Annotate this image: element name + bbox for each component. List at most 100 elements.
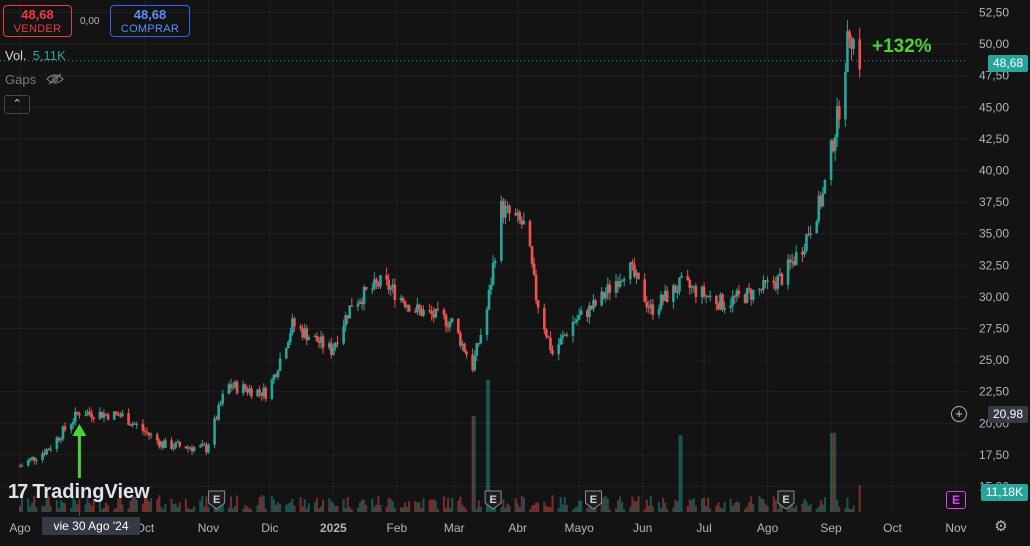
volume-bar	[660, 508, 663, 512]
volume-bar	[776, 509, 779, 512]
volume-bar	[729, 498, 732, 512]
volume-bar	[205, 495, 208, 512]
volume-bar	[817, 506, 820, 512]
candle-body	[127, 413, 130, 425]
candle-body	[418, 304, 421, 309]
volume-bar	[232, 508, 235, 512]
volume-bar	[758, 496, 761, 512]
candle-body	[743, 294, 747, 303]
candle-body	[63, 426, 67, 430]
volume-bar	[774, 500, 777, 512]
volume-bar	[391, 501, 394, 512]
candle-body	[776, 275, 780, 289]
earnings-icon[interactable]: E	[946, 491, 966, 509]
candle-body	[852, 39, 855, 49]
volume-bar	[74, 500, 77, 512]
candle-body	[565, 334, 569, 336]
candle-body	[561, 335, 565, 338]
volume-bar	[688, 499, 691, 512]
volume-bar	[678, 435, 681, 512]
volume-bar	[322, 499, 325, 512]
volume-bar	[422, 498, 425, 512]
buy-button[interactable]: 48,68 COMPRAR	[110, 5, 190, 37]
tradingview-logo[interactable]: 17 TradingView	[8, 481, 150, 504]
candle-body	[543, 307, 546, 330]
volume-bar	[629, 506, 632, 512]
candle-body	[291, 318, 294, 334]
candle-body	[385, 275, 388, 280]
candle-body	[401, 297, 405, 302]
volume-bar	[516, 503, 519, 512]
volume-bar	[531, 505, 534, 512]
candle-body	[846, 31, 849, 73]
volume-bar	[363, 500, 366, 512]
candle-body	[571, 321, 575, 336]
time-tick-label: Nov	[945, 521, 966, 535]
volume-bar	[518, 507, 521, 512]
sell-button[interactable]: 48,68 VENDER	[3, 5, 72, 37]
volume-bar	[191, 509, 194, 512]
add-plus-icon[interactable]: +	[951, 406, 967, 422]
volume-bar	[262, 496, 265, 512]
candle-body	[704, 295, 708, 297]
candle-body	[45, 449, 48, 455]
volume-bar	[823, 496, 826, 512]
candle-body	[315, 335, 319, 342]
earnings-marker-label: E	[489, 494, 496, 506]
candle-body	[55, 437, 59, 449]
candle-body	[780, 273, 784, 285]
candle-body	[358, 301, 362, 304]
gaps-label: Gaps	[5, 72, 37, 87]
candle-body	[198, 445, 202, 448]
volume-bar	[203, 506, 206, 512]
candle-body	[706, 295, 710, 297]
candle-body	[129, 424, 132, 426]
candle-body	[635, 272, 638, 277]
collapse-legend-button[interactable]: ⌃	[4, 95, 30, 114]
candle-body	[831, 140, 835, 152]
volume-bar	[148, 501, 151, 512]
volume-bar	[31, 502, 34, 512]
volume-bar	[764, 503, 767, 512]
candle-body	[663, 290, 667, 301]
volume-bar	[703, 497, 706, 512]
candle-body	[618, 281, 622, 287]
time-tick-label: Dic	[261, 521, 278, 535]
candle-body	[815, 221, 819, 234]
volume-bar	[78, 498, 81, 512]
candle-body	[393, 284, 397, 301]
candle-body	[20, 465, 24, 467]
eye-hidden-icon[interactable]	[45, 73, 64, 85]
candle-body	[387, 279, 390, 290]
volume-bar	[709, 508, 712, 512]
time-tick-label: Ago	[9, 521, 31, 535]
volume-bar	[432, 499, 435, 512]
candle-body	[719, 294, 722, 310]
candle-body	[274, 374, 278, 377]
candle-body	[690, 286, 694, 288]
candle-body	[563, 334, 567, 336]
candle-body	[645, 301, 649, 308]
gaps-legend[interactable]: Gaps	[5, 72, 64, 87]
volume-bar	[86, 495, 89, 512]
logo-text: TradingView	[32, 481, 150, 503]
volume-bar	[385, 506, 388, 512]
volume-bar	[461, 504, 464, 512]
candle-body	[606, 284, 610, 294]
price-tick-label: 30,00	[979, 290, 1009, 304]
volume-bar	[848, 508, 851, 512]
volume-bar	[199, 500, 202, 512]
volume-bar	[586, 507, 589, 512]
candle-body	[749, 289, 753, 300]
volume-bar	[580, 500, 583, 512]
buy-price: 48,68	[133, 7, 167, 22]
candle-body	[379, 275, 382, 287]
volume-bar	[504, 507, 507, 512]
volume-legend[interactable]: Vol. 5,11K	[5, 48, 66, 63]
settings-gear-icon[interactable]: ⚙	[994, 518, 1008, 535]
volume-bar	[389, 498, 392, 512]
earnings-marker-icon	[484, 490, 502, 510]
candle-body	[522, 221, 526, 225]
candle-body	[604, 293, 608, 299]
